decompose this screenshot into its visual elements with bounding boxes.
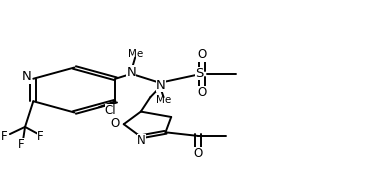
Text: O: O [111,117,120,130]
Text: N: N [127,66,136,78]
Text: O: O [197,48,206,61]
Text: F: F [1,130,8,143]
Text: O: O [197,86,206,99]
Text: F: F [37,130,44,143]
Text: Cl: Cl [105,104,116,117]
Text: O: O [193,147,203,160]
Text: N: N [156,79,165,92]
Text: N: N [137,134,146,147]
Text: Me: Me [156,95,171,105]
Text: N: N [22,70,31,84]
Text: S: S [195,67,204,80]
Text: Me: Me [128,49,143,59]
Text: F: F [18,138,25,151]
